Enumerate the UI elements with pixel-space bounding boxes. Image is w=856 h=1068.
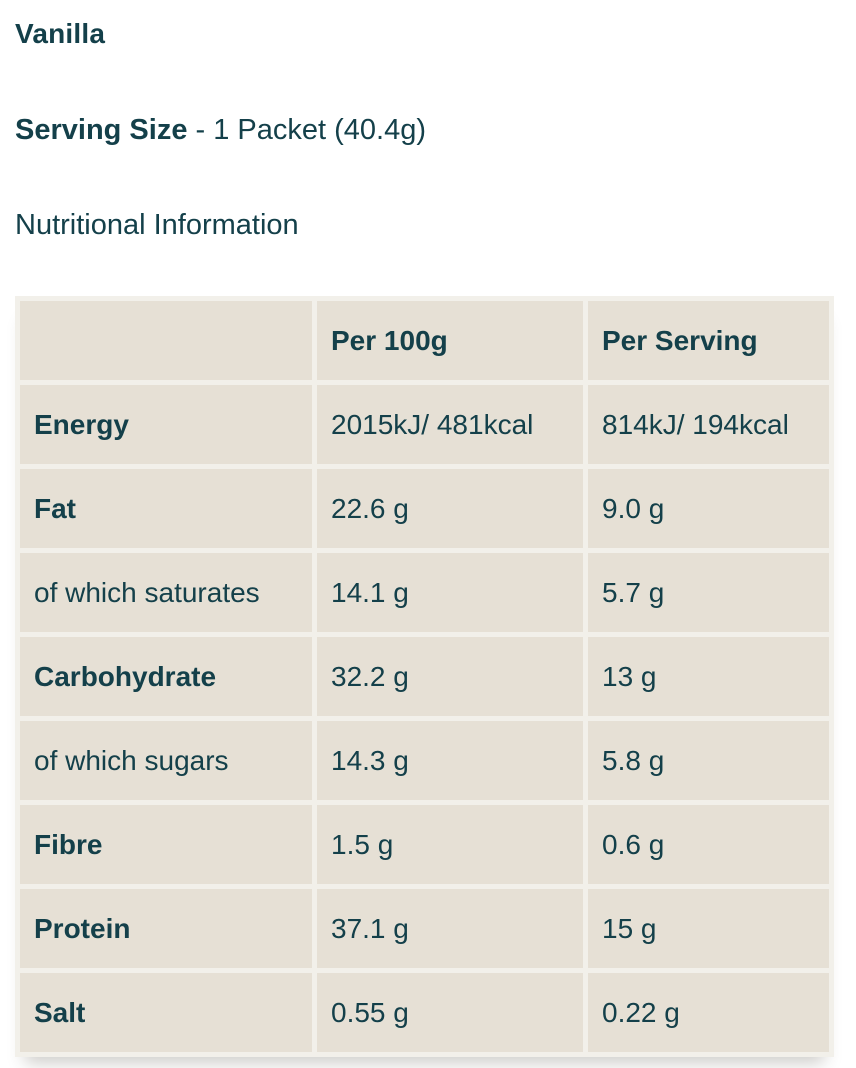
header-cell-per-100g: Per 100g: [317, 301, 583, 380]
header-cell-per-serving: Per Serving: [588, 301, 829, 380]
table-row: of which saturates 14.1 g 5.7 g: [20, 553, 829, 632]
row-label: of which saturates: [20, 553, 312, 632]
serving-size-label: Serving Size: [15, 114, 188, 146]
value-per-100g: 22.6 g: [317, 469, 583, 548]
table-row: Salt 0.55 g 0.22 g: [20, 973, 829, 1052]
table-row: Energy 2015kJ/ 481kcal 814kJ/ 194kcal: [20, 385, 829, 464]
value-per-serving: 0.22 g: [588, 973, 829, 1052]
serving-size-line: Serving Size - 1 Packet (40.4g): [15, 113, 834, 147]
row-label: Energy: [20, 385, 312, 464]
value-per-serving: 0.6 g: [588, 805, 829, 884]
table-row: of which sugars 14.3 g 5.8 g: [20, 721, 829, 800]
value-per-serving: 5.8 g: [588, 721, 829, 800]
value-per-100g: 37.1 g: [317, 889, 583, 968]
value-per-serving: 15 g: [588, 889, 829, 968]
row-label: Carbohydrate: [20, 637, 312, 716]
nutritional-information-heading: Nutritional Information: [15, 209, 299, 241]
row-label: Protein: [20, 889, 312, 968]
value-per-serving: 814kJ/ 194kcal: [588, 385, 829, 464]
row-label: Fibre: [20, 805, 312, 884]
value-per-100g: 2015kJ/ 481kcal: [317, 385, 583, 464]
value-per-serving: 5.7 g: [588, 553, 829, 632]
row-label: of which sugars: [20, 721, 312, 800]
value-per-100g: 32.2 g: [317, 637, 583, 716]
value-per-100g: 1.5 g: [317, 805, 583, 884]
table-row: Fat 22.6 g 9.0 g: [20, 469, 829, 548]
value-per-serving: 13 g: [588, 637, 829, 716]
value-per-serving: 9.0 g: [588, 469, 829, 548]
flavour-title: Vanilla: [15, 18, 106, 49]
header-cell-empty: [20, 301, 312, 380]
value-per-100g: 0.55 g: [317, 973, 583, 1052]
table-row: Carbohydrate 32.2 g 13 g: [20, 637, 829, 716]
row-label: Salt: [20, 973, 312, 1052]
nutrition-table: Per 100g Per Serving Energy 2015kJ/ 481kc…: [15, 296, 834, 1057]
table-row: Protein 37.1 g 15 g: [20, 889, 829, 968]
value-per-100g: 14.3 g: [317, 721, 583, 800]
nutrition-section: Vanilla Serving Size - 1 Packet (40.4g) …: [0, 17, 856, 1057]
value-per-100g: 14.1 g: [317, 553, 583, 632]
header-row: Per 100g Per Serving: [20, 301, 829, 380]
row-label: Fat: [20, 469, 312, 548]
serving-size-value: - 1 Packet (40.4g): [187, 114, 427, 146]
table-row: Fibre 1.5 g 0.6 g: [20, 805, 829, 884]
